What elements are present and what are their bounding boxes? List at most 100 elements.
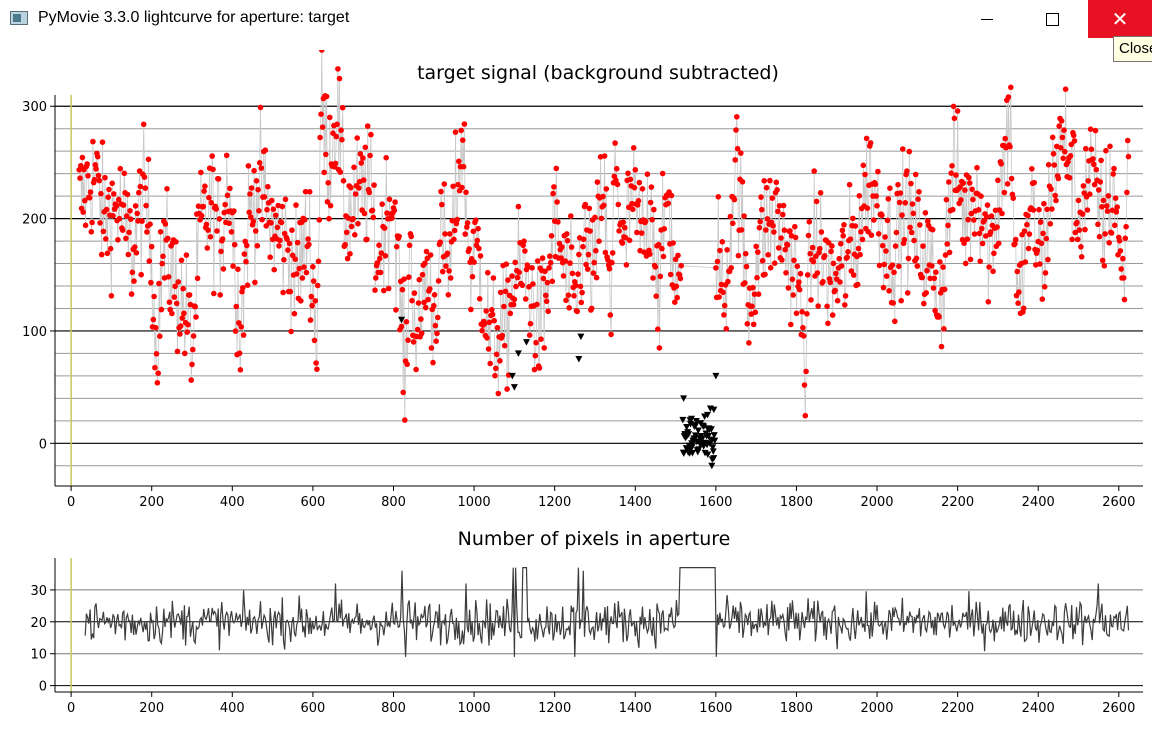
signal-point: [966, 180, 973, 186]
signal-point: [186, 292, 193, 298]
signal-point: [252, 228, 259, 234]
flagged-point: [707, 426, 715, 433]
signal-point: [441, 181, 448, 187]
minimize-button[interactable]: [955, 0, 1019, 38]
signal-point: [471, 259, 477, 265]
flagged-point: [687, 421, 695, 428]
signal-point: [715, 194, 722, 200]
signal-point: [930, 285, 937, 291]
signal-point: [551, 184, 557, 190]
signal-point: [206, 194, 212, 201]
signal-point: [264, 206, 270, 213]
signal-point: [1024, 221, 1030, 228]
signal-point: [988, 213, 995, 219]
flagged-point: [577, 333, 585, 341]
signal-point: [752, 309, 759, 316]
signal-point: [343, 229, 350, 236]
signal-point: [1099, 204, 1105, 210]
flagged-point: [710, 455, 718, 462]
signal-point: [999, 210, 1005, 217]
signal-point: [911, 237, 917, 244]
signal-x-tick-label: 2000: [860, 495, 893, 510]
signal-point: [575, 271, 581, 277]
signal-point: [282, 196, 289, 203]
signal-point: [1037, 261, 1043, 267]
signal-point: [601, 202, 607, 209]
signal-point: [314, 366, 320, 373]
signal-point: [303, 269, 310, 276]
signal-point: [619, 240, 626, 246]
signal-point: [223, 152, 230, 159]
signal-point: [1114, 204, 1120, 210]
signal-point: [389, 215, 395, 221]
signal-point: [1070, 132, 1077, 139]
signal-point: [213, 206, 219, 212]
signal-point: [169, 310, 175, 317]
signal-point: [800, 324, 806, 331]
signal-point: [342, 241, 348, 248]
signal-point: [788, 321, 794, 328]
signal-point: [278, 219, 285, 226]
signal-point: [381, 287, 387, 294]
signal-point: [731, 196, 738, 203]
signal-point: [592, 214, 598, 221]
signal-point: [541, 345, 547, 351]
signal-point: [754, 274, 760, 281]
signal-point: [758, 194, 764, 200]
signal-point: [323, 93, 330, 100]
signal-point: [136, 189, 142, 196]
signal-point: [756, 224, 763, 231]
maximize-button[interactable]: [1020, 0, 1084, 38]
signal-point: [1110, 171, 1116, 177]
signal-x-tick-label: 800: [381, 495, 406, 510]
signal-point: [784, 242, 791, 248]
signal-point: [974, 164, 980, 171]
signal-point: [439, 201, 445, 208]
signal-point: [825, 320, 831, 327]
signal-point: [797, 270, 804, 277]
close-button[interactable]: ✕: [1088, 0, 1152, 38]
signal-point: [179, 315, 186, 321]
signal-point: [96, 177, 103, 184]
signal-point: [886, 288, 892, 294]
signal-point: [598, 215, 605, 222]
signal-point: [115, 196, 122, 203]
signal-point: [182, 350, 188, 357]
signal-point: [78, 162, 84, 169]
signal-point: [126, 229, 132, 236]
signal-point: [548, 233, 555, 239]
signal-point: [431, 302, 437, 309]
signal-point: [356, 185, 362, 191]
signal-point: [803, 368, 809, 375]
signal-point: [460, 137, 466, 143]
signal-point: [773, 179, 780, 186]
signal-plot[interactable]: target signal (background subtracted) 0 1…: [0, 50, 1152, 550]
signal-point: [1004, 181, 1011, 187]
signal-point: [489, 307, 495, 313]
signal-point: [152, 364, 158, 371]
signal-point: [564, 231, 570, 237]
signal-point: [538, 336, 544, 343]
flagged-point: [704, 433, 712, 440]
signal-point: [883, 273, 890, 279]
signal-point: [569, 270, 576, 277]
signal-point: [305, 236, 311, 242]
signal-point: [423, 248, 430, 255]
signal-point: [178, 257, 185, 264]
signal-point: [957, 184, 963, 190]
signal-point: [155, 370, 161, 377]
signal-x-tick-label: 2600: [1102, 495, 1135, 510]
signal-point: [734, 145, 741, 152]
signal-point: [415, 300, 422, 306]
signal-point: [241, 251, 248, 257]
signal-point: [312, 298, 319, 304]
signal-point: [652, 264, 659, 270]
signal-point: [95, 172, 102, 179]
signal-point: [804, 311, 810, 317]
flagged-point: [508, 372, 516, 380]
signal-point: [1016, 289, 1022, 295]
signal-point: [210, 166, 216, 173]
signal-point: [674, 294, 680, 301]
pixel-count-plot[interactable]: Number of pixels in aperture 0 10 20 30 0 200…: [0, 520, 1152, 720]
signal-point: [1026, 231, 1033, 237]
